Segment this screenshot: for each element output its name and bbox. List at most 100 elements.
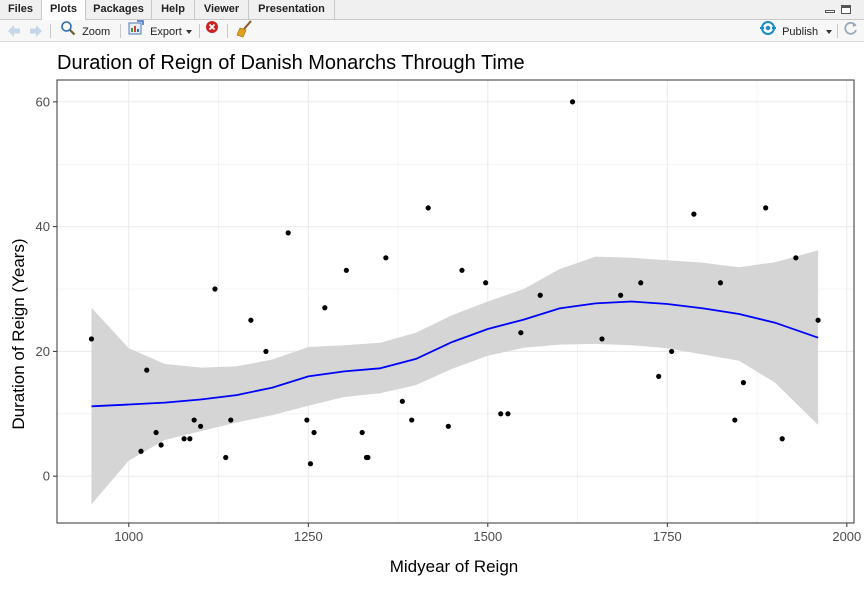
data-point: [307, 461, 314, 467]
data-point: [228, 417, 234, 423]
data-point: [223, 454, 229, 461]
tab-packages[interactable]: Packages: [86, 0, 152, 19]
data-point: [187, 436, 193, 442]
data-point: [691, 211, 697, 217]
data-point: [815, 317, 821, 323]
tab-viewer[interactable]: Viewer: [195, 0, 249, 19]
data-point: [409, 417, 415, 423]
data-point: [399, 398, 405, 404]
data-point: [153, 429, 159, 436]
data-point: [740, 380, 747, 386]
plot-viewer: Duration of Reign of Danish Monarchs Thr…: [0, 42, 864, 587]
data-point: [618, 292, 624, 298]
y-tick-label: 40: [36, 219, 50, 234]
x-tick-label: 1250: [294, 529, 323, 544]
chevron-down-icon: [185, 30, 192, 34]
data-point: [483, 280, 489, 286]
y-tick-label: 0: [43, 469, 50, 484]
data-point: [212, 286, 218, 292]
x-axis-label: Midyear of Reign: [390, 557, 519, 576]
data-points: [88, 99, 821, 467]
chart-title: Duration of Reign of Danish Monarchs Thr…: [57, 52, 525, 74]
data-point: [763, 205, 769, 211]
data-point: [732, 417, 738, 423]
publish-label: Publish: [782, 25, 819, 38]
data-point: [656, 373, 662, 379]
refresh-button[interactable]: [843, 20, 859, 42]
y-tick-label: 20: [36, 344, 50, 359]
x-tick-label: 2000: [832, 529, 861, 544]
back-arrow-icon[interactable]: [6, 20, 22, 42]
panel-border: [56, 79, 855, 524]
data-point: [144, 367, 150, 373]
data-point: [537, 292, 543, 298]
export-label: Export: [150, 25, 182, 38]
scatter-chart: Duration of Reign of Danish Monarchs Thr…: [9, 52, 861, 576]
broom-icon: [236, 20, 254, 46]
zoom-label: Zoom: [82, 25, 111, 38]
zoom-button[interactable]: Zoom: [60, 20, 110, 42]
data-point: [445, 423, 451, 429]
toolbar-separator: [227, 24, 228, 38]
clear-plots-button[interactable]: [236, 20, 254, 42]
remove-plot-icon: [205, 20, 219, 42]
data-point: [322, 305, 328, 311]
tab-files[interactable]: Files: [0, 0, 42, 19]
y-tick-label: 60: [36, 94, 50, 109]
data-point: [248, 317, 254, 323]
data-point: [383, 255, 389, 261]
remove-plot-button[interactable]: [205, 20, 219, 42]
data-point: [138, 448, 144, 454]
confidence-band: [91, 250, 819, 505]
tab-presentation[interactable]: Presentation: [249, 0, 335, 19]
data-point: [793, 255, 799, 261]
data-point: [88, 336, 95, 342]
data-point: [198, 423, 204, 429]
maximize-pane-icon[interactable]: [840, 4, 852, 15]
data-point: [181, 436, 187, 442]
minimize-pane-icon[interactable]: [824, 4, 836, 15]
x-axis: 1000 1250 1500 1750 2000: [114, 523, 861, 544]
data-point: [717, 280, 724, 286]
publish-icon: [759, 20, 777, 44]
data-point: [459, 267, 465, 273]
forward-arrow-icon[interactable]: [28, 20, 44, 42]
x-tick-label: 1750: [653, 529, 682, 544]
data-point: [599, 336, 605, 342]
data-point: [263, 348, 269, 355]
data-point: [359, 429, 365, 436]
toolbar-separator: [50, 24, 51, 38]
y-axis: 0 20 40 60: [36, 94, 57, 484]
data-point: [304, 417, 310, 423]
pane-tab-bar: Files Plots Packages Help Viewer Present…: [0, 0, 864, 20]
data-point: [518, 330, 524, 336]
data-point: [425, 205, 431, 211]
plots-toolbar: Zoom Export Publish: [0, 20, 864, 42]
tab-plots[interactable]: Plots: [42, 0, 86, 20]
y-axis-label: Duration of Reign (Years): [9, 238, 28, 429]
data-point: [779, 436, 785, 442]
data-point: [669, 348, 675, 355]
export-icon: [128, 20, 144, 44]
toolbar-separator: [199, 24, 200, 38]
publish-button[interactable]: Publish: [759, 20, 833, 44]
smooth-trend-line: [91, 300, 819, 408]
toolbar-separator: [837, 24, 838, 38]
chevron-down-icon: [826, 30, 833, 34]
x-tick-label: 1000: [114, 529, 143, 544]
data-point: [285, 230, 291, 236]
toolbar-separator: [120, 24, 121, 38]
data-point: [158, 442, 164, 448]
data-point: [191, 417, 197, 423]
refresh-icon: [843, 20, 859, 44]
x-tick-label: 1500: [473, 529, 502, 544]
data-point: [343, 267, 349, 273]
tab-help[interactable]: Help: [152, 0, 195, 19]
data-point: [569, 99, 576, 105]
data-point: [498, 411, 504, 417]
data-point: [638, 280, 644, 286]
data-point: [365, 454, 371, 461]
zoom-icon: [60, 20, 76, 44]
data-point: [505, 411, 511, 417]
export-button[interactable]: Export: [128, 20, 192, 42]
